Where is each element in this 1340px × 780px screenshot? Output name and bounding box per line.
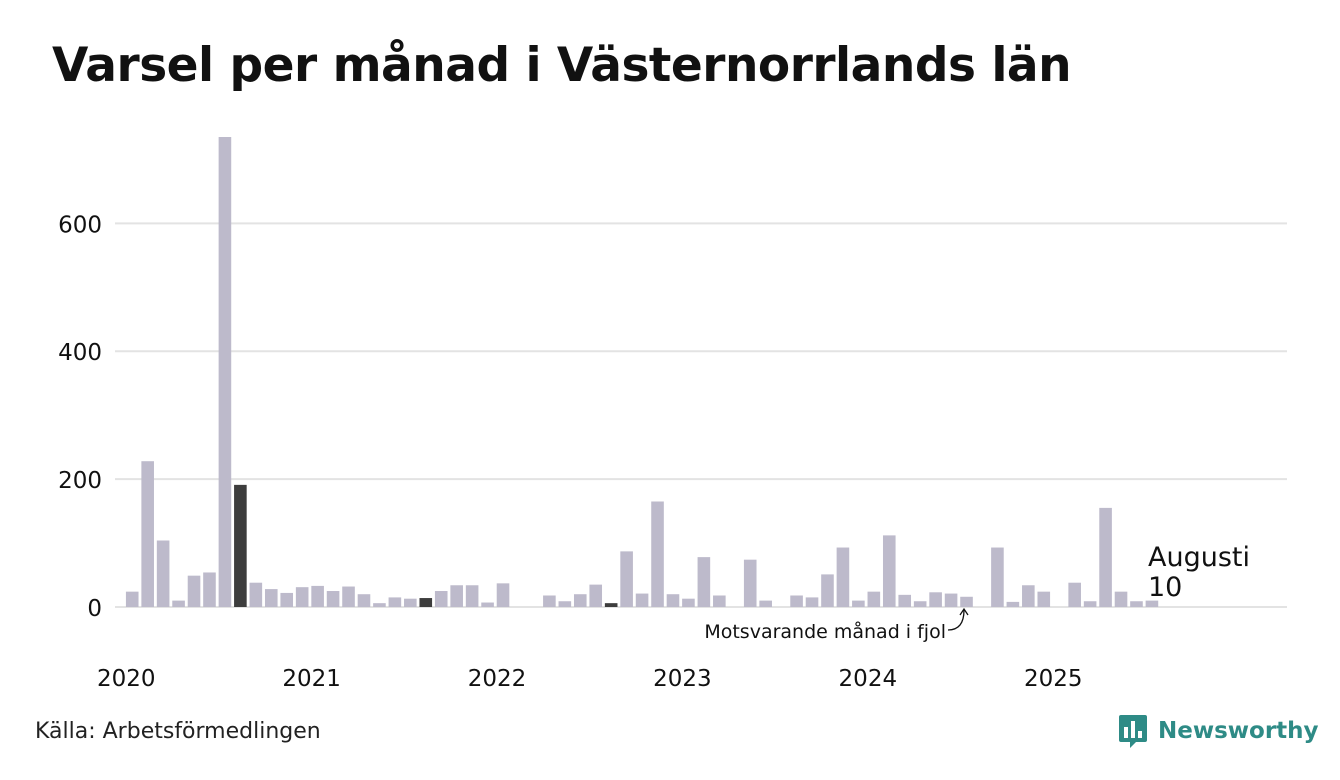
bar	[434, 591, 448, 607]
bar	[1037, 591, 1051, 607]
bar	[960, 596, 973, 607]
bar	[404, 598, 417, 607]
bar	[481, 602, 494, 607]
x-axis-ticks: 2020 2021 2022 2023 2024 2025	[97, 666, 1083, 692]
bar	[1145, 600, 1159, 607]
bar	[1083, 601, 1097, 607]
current-month-value: 10	[1148, 572, 1182, 603]
bar	[573, 594, 587, 607]
current-month-label: Augusti 10	[1148, 542, 1250, 603]
bar	[1068, 582, 1081, 607]
bar	[913, 601, 927, 607]
bar	[125, 591, 139, 607]
x-tick-label: 2025	[1024, 666, 1083, 692]
annotation-text: Motsvarande månad i fjol	[704, 620, 946, 643]
x-tick-label: 2020	[97, 666, 156, 692]
bar	[713, 595, 726, 607]
bar-highlight	[419, 598, 433, 607]
bar	[682, 598, 695, 607]
bar	[558, 601, 572, 607]
y-axis-ticks: 0 200 400 600	[58, 212, 102, 622]
bar	[388, 597, 402, 607]
bar	[357, 594, 371, 607]
brand-logo[interactable]: Newsworthy	[1118, 713, 1319, 749]
bar	[1099, 507, 1112, 607]
bar	[450, 585, 463, 607]
current-month-name: Augusti	[1148, 542, 1250, 573]
bar	[264, 589, 278, 607]
x-tick-label: 2022	[468, 666, 527, 692]
bar	[805, 597, 819, 607]
bar	[172, 600, 185, 607]
bar	[311, 585, 324, 607]
bar	[496, 583, 510, 607]
bar	[898, 594, 912, 607]
bar	[187, 575, 201, 607]
bar	[821, 574, 834, 607]
bar	[249, 582, 263, 607]
bar-chart-speech-bubble-icon	[1119, 715, 1147, 748]
y-tick-label: 200	[58, 468, 102, 494]
y-tick-label: 400	[58, 340, 102, 366]
bar	[465, 585, 479, 607]
bar	[342, 586, 355, 607]
source-note: Källa: Arbetsförmedlingen	[35, 719, 321, 744]
bar	[543, 595, 556, 607]
bar	[635, 593, 649, 607]
bar	[1006, 601, 1020, 607]
bar	[141, 461, 154, 607]
bar	[589, 584, 603, 607]
bar	[280, 592, 294, 607]
bar	[790, 595, 803, 607]
bar-highlight	[234, 484, 247, 607]
bar	[852, 600, 865, 607]
bar	[651, 501, 664, 607]
bar	[1130, 601, 1143, 607]
chart-title: Varsel per månad i Västernorrlands län	[52, 38, 1072, 93]
annotation: Motsvarande månad i fjol	[704, 607, 969, 643]
bar	[944, 593, 958, 607]
bar	[295, 587, 309, 607]
bar	[836, 547, 850, 607]
y-tick-label: 600	[58, 212, 102, 238]
x-tick-label: 2024	[839, 666, 898, 692]
bar	[1022, 585, 1035, 607]
bar	[991, 547, 1004, 607]
bar	[326, 591, 340, 607]
bar-highlight	[604, 603, 618, 607]
bar	[867, 591, 881, 607]
bar	[882, 535, 896, 607]
bar	[620, 551, 633, 607]
bar	[759, 600, 772, 607]
bar	[929, 592, 942, 607]
x-tick-label: 2023	[653, 666, 712, 692]
annotation-arrowhead	[959, 607, 969, 616]
bar	[156, 540, 170, 607]
bar	[666, 594, 680, 607]
bar	[743, 559, 757, 607]
bars	[125, 137, 1159, 607]
bar	[697, 557, 711, 607]
bar	[373, 603, 386, 607]
annotation-arrow	[947, 609, 965, 631]
y-tick-label: 0	[87, 596, 102, 622]
bar	[218, 137, 232, 607]
bar	[203, 572, 216, 607]
x-tick-label: 2021	[282, 666, 341, 692]
bar	[1114, 591, 1128, 607]
brand-name: Newsworthy	[1158, 718, 1319, 744]
